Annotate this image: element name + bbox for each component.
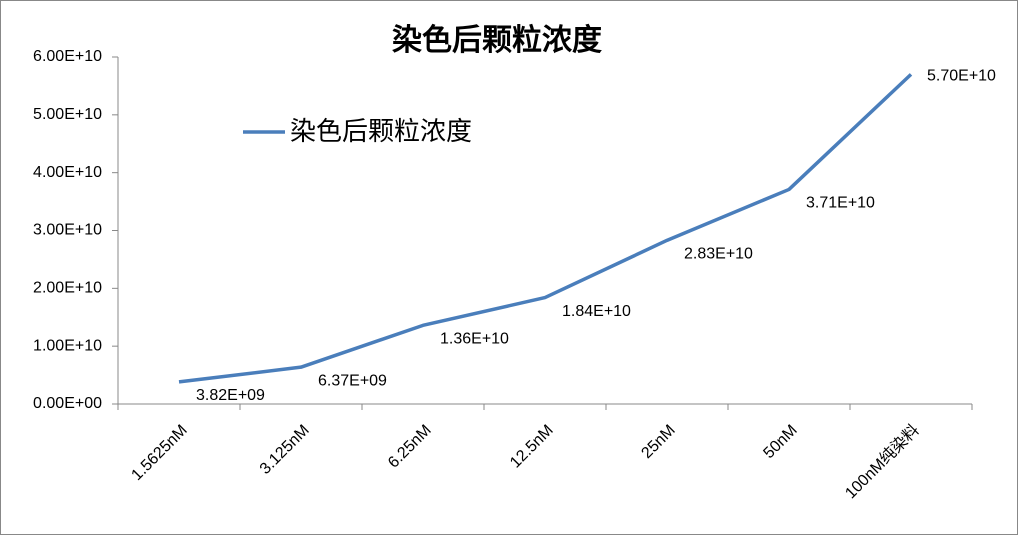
y-tick-label: 0.00E+00 <box>33 395 102 412</box>
data-label: 5.70E+10 <box>927 68 996 85</box>
y-tick-label: 6.00E+10 <box>33 48 102 65</box>
y-tick-label: 4.00E+10 <box>33 164 102 181</box>
data-label: 1.84E+10 <box>562 303 631 320</box>
data-label: 2.83E+10 <box>684 246 753 263</box>
y-tick-label: 3.00E+10 <box>33 222 102 239</box>
data-label: 1.36E+10 <box>440 331 509 348</box>
y-tick-label: 1.00E+10 <box>33 337 102 354</box>
legend-label: 染色后颗粒浓度 <box>290 116 472 146</box>
chart-title: 染色后颗粒浓度 <box>392 23 602 57</box>
data-label: 6.37E+09 <box>318 372 387 389</box>
y-tick-label: 2.00E+10 <box>33 280 102 297</box>
data-label: 3.71E+10 <box>806 195 875 212</box>
series-line <box>178 73 913 384</box>
y-tick-label: 5.00E+10 <box>33 106 102 123</box>
data-label: 3.82E+09 <box>196 387 265 404</box>
